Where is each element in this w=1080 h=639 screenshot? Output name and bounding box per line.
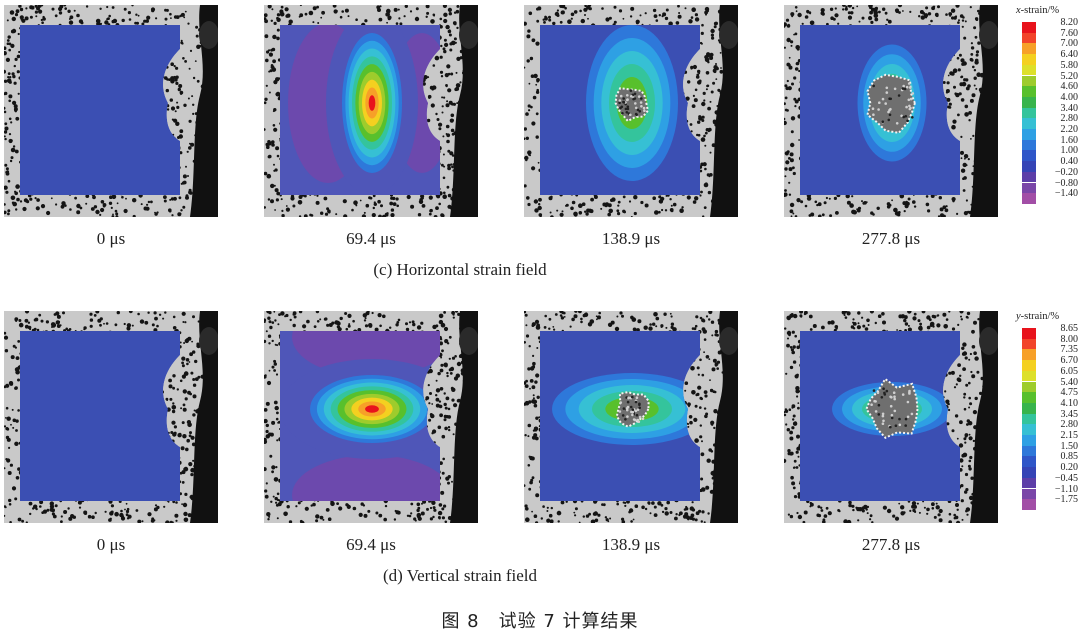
legend-tick-label: 0.40 <box>1060 156 1079 168</box>
legend-title-text: -strain/% <box>1020 311 1060 322</box>
strain-map-panel-v-0 <box>4 311 218 523</box>
legend-tick-label: −1.10 <box>1054 483 1078 495</box>
legend-tick-label: 3.40 <box>1060 102 1079 114</box>
legend-tick-label: −0.45 <box>1054 472 1078 484</box>
legend-tick-label: 5.20 <box>1060 70 1079 82</box>
legend-swatch <box>1022 150 1036 162</box>
legend-tick-label: 4.00 <box>1060 91 1079 103</box>
legend-swatch <box>1022 349 1036 361</box>
legend-tick-label: 2.20 <box>1060 124 1079 135</box>
strain-map-panel-v-1 <box>264 311 478 523</box>
legend-swatch <box>1022 435 1036 446</box>
legend-swatch <box>1022 499 1036 510</box>
legend-swatch <box>1022 161 1036 172</box>
vertical-strain-row: 0 μs 69.4 μs 138.9 μs 277.8 μs (d) Verti… <box>0 311 1080 611</box>
legend-swatch <box>1022 43 1036 55</box>
legend-scale: 8.65 8.00 7.35 6.70 6.05 5.40 4.75 4.10 3.45 2.80… <box>1006 324 1080 510</box>
legend-swatch <box>1022 32 1036 44</box>
legend-tick-label: 2.15 <box>1060 430 1079 441</box>
legend-swatch <box>1022 171 1036 183</box>
legend-swatch <box>1022 129 1036 140</box>
legend-swatch <box>1022 456 1036 468</box>
time-label: 69.4 μs <box>346 229 396 248</box>
legend-swatch <box>1022 402 1036 414</box>
legend-tick-label: 0.85 <box>1060 451 1079 463</box>
legend-tick-label: 4.10 <box>1060 397 1079 409</box>
legend-swatch <box>1022 139 1036 151</box>
legend-tick-label: 2.80 <box>1060 113 1079 125</box>
legend-swatch <box>1022 54 1036 65</box>
legend-tick-label: 2.80 <box>1060 419 1079 431</box>
legend-tick-label: 5.40 <box>1060 376 1079 388</box>
legend-axis: y <box>1016 311 1021 322</box>
time-label: 138.9 μs <box>601 229 661 248</box>
strain-map-panel-v-3 <box>784 311 998 523</box>
legend-swatch <box>1022 22 1036 33</box>
legend-tick-label: 7.00 <box>1060 38 1079 50</box>
strain-map-panel-h-3 <box>784 5 998 217</box>
strain-map-panel-v-2 <box>524 311 738 523</box>
legend-swatch <box>1022 118 1036 129</box>
legend-tick-label: 6.05 <box>1060 365 1079 377</box>
legend-swatch <box>1022 381 1036 393</box>
strain-map-panel-h-2 <box>524 5 738 217</box>
legend-tick-label: 0.20 <box>1060 462 1079 474</box>
legend-swatch <box>1022 424 1036 435</box>
legend-swatch <box>1022 64 1036 76</box>
legend-swatch <box>1022 182 1036 194</box>
time-label: 138.9 μs <box>601 535 661 554</box>
time-label: 0 μs <box>96 229 126 248</box>
legend-swatch <box>1022 413 1036 425</box>
time-label: 69.4 μs <box>346 535 396 554</box>
legend-tick-label: 6.70 <box>1060 355 1079 367</box>
legend-tick-label: 8.00 <box>1060 333 1079 345</box>
legend-scale: 8.20 7.60 7.00 6.40 5.80 5.20 4.60 4.00 3.40 2.80… <box>1006 18 1080 204</box>
legend-swatch <box>1022 370 1036 382</box>
legend-tick-label: 6.40 <box>1060 49 1079 61</box>
legend-swatch <box>1022 96 1036 108</box>
horizontal-strain-row: 0 μs 69.4 μs 138.9 μs 277.8 μs (c) Horiz… <box>0 5 1080 305</box>
legend-tick-label: −0.20 <box>1054 166 1078 178</box>
legend-tick-label: −1.75 <box>1054 494 1078 506</box>
legend-swatch <box>1022 107 1036 119</box>
legend-swatch <box>1022 338 1036 350</box>
legend-tick-label: 5.80 <box>1060 59 1079 71</box>
legend-tick-label: 1.60 <box>1060 134 1079 146</box>
legend-swatch <box>1022 86 1036 97</box>
figure-caption: 图 8 试验 7 计算结果 <box>441 611 639 632</box>
legend-tick-label: 8.65 <box>1060 323 1079 334</box>
strain-map-panel-h-0 <box>4 5 218 217</box>
legend-tick-label: −0.80 <box>1054 177 1078 189</box>
time-label: 0 μs <box>96 535 126 554</box>
legend-swatch <box>1022 360 1036 371</box>
legend-swatch <box>1022 328 1036 339</box>
legend-tick-label: 1.00 <box>1060 145 1079 157</box>
legend-tick-label: 4.75 <box>1060 387 1079 399</box>
subfigure-caption: (d) Vertical strain field <box>382 566 538 585</box>
y-strain-legend: y-strain/% 8.65 8.00 7.35 6.70 6.05 5.40 4.75 4… <box>1006 311 1080 510</box>
strain-map-panel-h-1 <box>264 5 478 217</box>
legend-swatch <box>1022 488 1036 500</box>
legend-swatch <box>1022 75 1036 87</box>
legend-tick-label: 1.50 <box>1060 440 1079 452</box>
legend-tick-label: 4.60 <box>1060 81 1079 93</box>
subfigure-caption: (c) Horizontal strain field <box>373 260 547 279</box>
time-label: 277.8 μs <box>861 229 921 248</box>
legend-title: x-strain/% <box>1016 5 1080 16</box>
legend-title-text: -strain/% <box>1020 5 1060 16</box>
time-label: 277.8 μs <box>861 535 921 554</box>
legend-tick-label: 7.60 <box>1060 27 1079 39</box>
legend-tick-label: 7.35 <box>1060 344 1079 356</box>
legend-axis: x <box>1016 5 1021 16</box>
x-strain-legend: x-strain/% 8.20 7.60 7.00 6.40 5.80 5.20 4.60 4… <box>1006 5 1080 204</box>
legend-tick-label: −1.40 <box>1054 188 1078 200</box>
legend-swatch <box>1022 467 1036 478</box>
legend-tick-label: 8.20 <box>1060 17 1079 28</box>
legend-tick-label: 3.45 <box>1060 408 1079 420</box>
legend-swatch <box>1022 392 1036 403</box>
legend-swatch <box>1022 445 1036 457</box>
legend-swatch <box>1022 477 1036 489</box>
legend-swatch <box>1022 193 1036 204</box>
legend-title: y-strain/% <box>1016 311 1080 322</box>
